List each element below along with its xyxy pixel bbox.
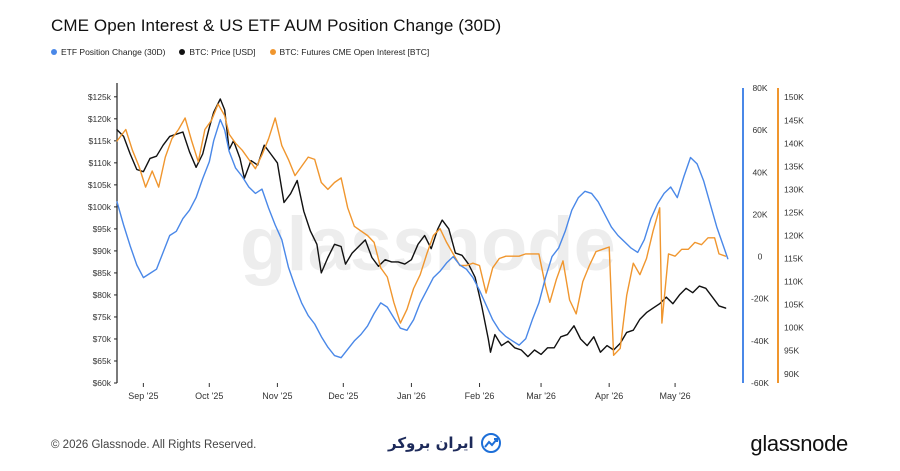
cme-tick-label: 110K bbox=[784, 277, 804, 287]
left-tick-label: $60k bbox=[93, 378, 112, 388]
left-tick-label: $75k bbox=[93, 312, 112, 322]
glassnode-logo: glassnode bbox=[750, 431, 848, 456]
etf-tick-label: -40K bbox=[751, 336, 769, 346]
x-tick-label: Apr '26 bbox=[595, 391, 623, 401]
etf-tick-label: 40K bbox=[752, 167, 767, 177]
legend-label-etf: ETF Position Change (30D) bbox=[61, 47, 166, 57]
x-tick-label: May '26 bbox=[659, 391, 690, 401]
partner-logo-text: ایران بروکر bbox=[388, 434, 474, 452]
legend-item-price[interactable]: BTC: Price [USD] bbox=[179, 47, 256, 57]
x-tick-label: Mar '26 bbox=[526, 391, 556, 401]
legend-label-price: BTC: Price [USD] bbox=[189, 47, 256, 57]
cme-tick-label: 115K bbox=[784, 254, 804, 264]
left-tick-label: $105k bbox=[88, 180, 112, 190]
legend: ETF Position Change (30D) BTC: Price [US… bbox=[51, 47, 429, 57]
left-tick-label: $115k bbox=[88, 136, 111, 146]
x-tick-label: Dec '25 bbox=[328, 391, 358, 401]
left-tick-label: $95k bbox=[93, 224, 112, 234]
legend-dot-etf bbox=[51, 49, 57, 55]
legend-item-etf[interactable]: ETF Position Change (30D) bbox=[51, 47, 165, 57]
watermark: glassnode bbox=[240, 202, 616, 287]
x-tick-label: Sep '25 bbox=[128, 391, 158, 401]
legend-dot-price bbox=[179, 49, 186, 55]
cme-tick-label: 90K bbox=[784, 369, 799, 379]
cme-tick-label: 130K bbox=[784, 184, 804, 194]
etf-tick-label: 20K bbox=[752, 209, 767, 219]
x-tick-label: Oct '25 bbox=[195, 391, 223, 401]
left-tick-label: $110k bbox=[88, 158, 111, 168]
cme-tick-label: 100K bbox=[784, 323, 804, 333]
left-tick-label: $100k bbox=[88, 202, 112, 212]
etf-tick-label: 80K bbox=[752, 83, 767, 93]
cme-tick-label: 145K bbox=[784, 115, 804, 125]
copyright-text: © 2026 Glassnode. All Rights Reserved. bbox=[51, 439, 257, 451]
x-tick-label: Jan '26 bbox=[397, 391, 426, 401]
etf-tick-label: -60K bbox=[751, 378, 769, 388]
left-tick-label: $85k bbox=[93, 268, 112, 278]
left-tick-label: $120k bbox=[88, 114, 112, 124]
series-line-cme-oi bbox=[116, 103, 727, 356]
chart-title: CME Open Interest & US ETF AUM Position … bbox=[51, 16, 502, 35]
legend-label-cme: BTC: Futures CME Open Interest [BTC] bbox=[279, 47, 430, 57]
left-tick-label: $90k bbox=[93, 246, 112, 256]
cme-tick-label: 95K bbox=[784, 346, 799, 356]
etf-tick-label: 0 bbox=[758, 252, 763, 262]
cme-tick-label: 135K bbox=[784, 161, 804, 171]
legend-dot-cme bbox=[269, 49, 276, 55]
series-line-etf-change bbox=[116, 118, 729, 359]
cme-tick-label: 120K bbox=[784, 231, 804, 241]
x-tick-label: Feb '26 bbox=[465, 391, 495, 401]
left-tick-label: $70k bbox=[93, 334, 112, 344]
cme-tick-label: 105K bbox=[784, 300, 804, 310]
etf-tick-label: 60K bbox=[752, 125, 767, 135]
left-tick-label: $65k bbox=[93, 356, 112, 366]
left-tick-label: $80k bbox=[93, 290, 112, 300]
left-tick-label: $125k bbox=[88, 92, 112, 102]
cme-tick-label: 140K bbox=[784, 138, 804, 148]
legend-item-cme[interactable]: BTC: Futures CME Open Interest [BTC] bbox=[269, 47, 430, 57]
cme-tick-label: 125K bbox=[784, 207, 804, 217]
trend-up-icon bbox=[480, 433, 501, 453]
cme-tick-label: 150K bbox=[784, 92, 804, 102]
x-tick-label: Nov '25 bbox=[262, 391, 292, 401]
partner-logo: ایران بروکر bbox=[388, 432, 504, 454]
etf-tick-label: -20K bbox=[751, 294, 769, 304]
